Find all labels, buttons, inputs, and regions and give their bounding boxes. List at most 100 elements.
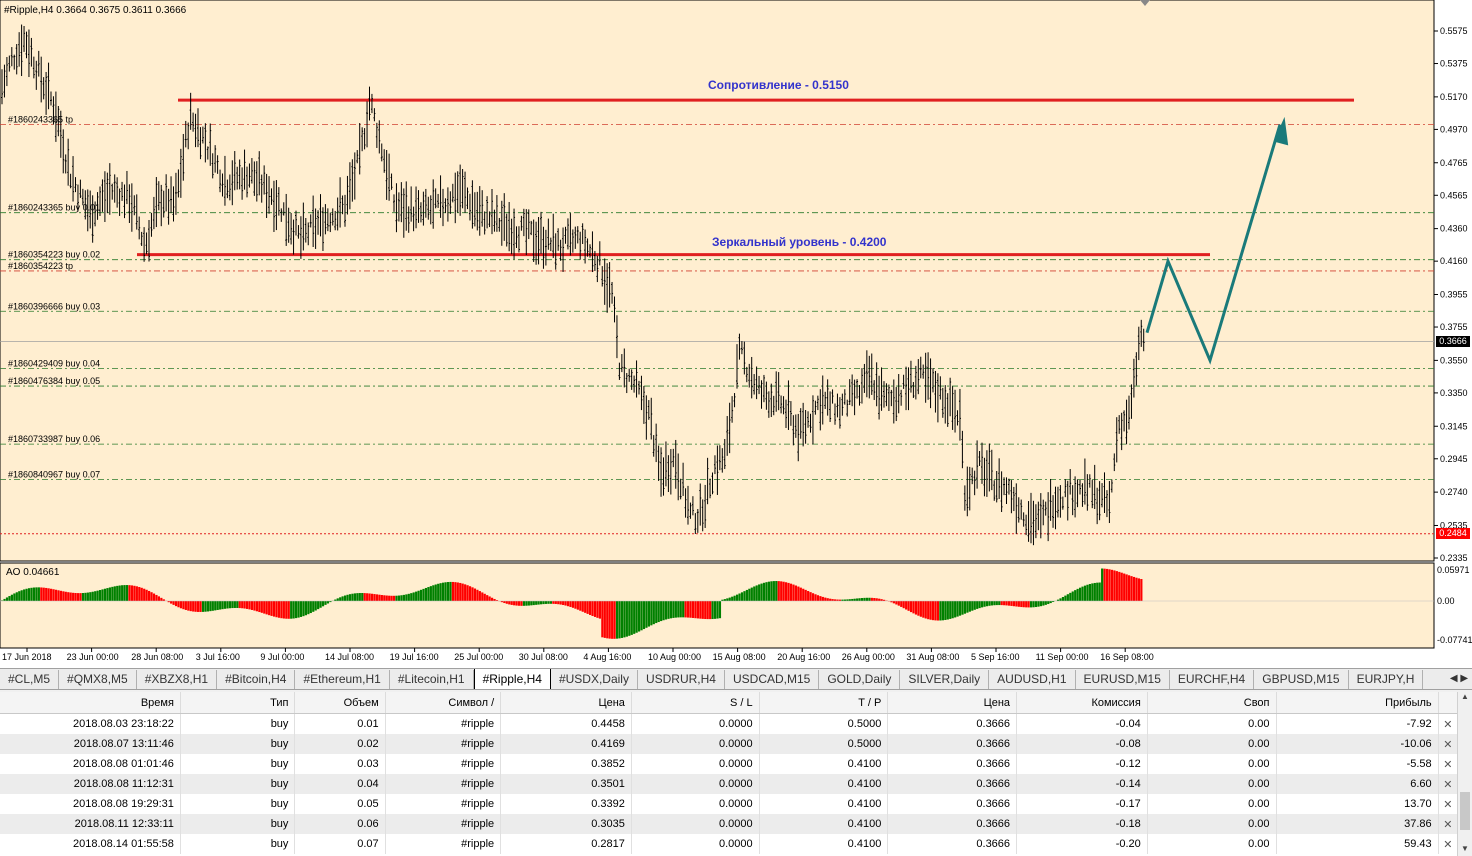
ao-bar <box>157 596 160 601</box>
ao-bar <box>241 601 244 609</box>
ao-bar <box>145 589 148 601</box>
column-header[interactable]: Тип <box>180 692 296 714</box>
close-order-icon[interactable]: ✕ <box>1438 713 1459 734</box>
ao-bar <box>1020 601 1023 608</box>
table-row[interactable]: 2018.08.14 01:55:58 buy 0.07 #ripple 0.2817 0… <box>0 834 1459 854</box>
table-cell: 0.3666 <box>887 834 1018 854</box>
ao-bar <box>897 601 900 606</box>
ao-bar <box>1108 569 1111 601</box>
table-cell: -7.92 <box>1276 713 1439 734</box>
chart-tab[interactable]: #Bitcoin,H4 <box>217 670 296 689</box>
ao-bar <box>79 593 82 601</box>
ao-bar <box>917 601 920 616</box>
ao-bar <box>944 601 947 620</box>
ao-bar <box>297 601 300 618</box>
price-chart[interactable]: #1860243365 buy 0.01 #1860354223 buy 0.02… <box>0 0 1472 668</box>
close-order-icon[interactable]: ✕ <box>1438 774 1459 794</box>
ao-bar <box>219 601 222 610</box>
ao-bar <box>532 601 535 606</box>
ao-bar <box>478 591 481 601</box>
ao-bar <box>846 599 849 601</box>
ao-bar <box>272 601 276 617</box>
ao-bar <box>571 601 575 608</box>
time-tick-label: 4 Aug 16:00 <box>583 652 631 662</box>
scroll-up-icon[interactable]: ▲ <box>1461 692 1469 701</box>
ao-bar <box>611 601 614 639</box>
ao-bar <box>625 601 628 637</box>
chart-tab[interactable]: EURJPY,H <box>1349 670 1424 689</box>
chart-tab[interactable]: #QMX8,M5 <box>59 670 137 689</box>
chart-tab[interactable]: #XBZX8,H1 <box>137 670 218 689</box>
chart-area[interactable]: #1860243365 buy 0.01 #1860354223 buy 0.02… <box>0 0 1472 668</box>
ao-bar <box>682 601 685 618</box>
column-header[interactable]: Символ / <box>385 692 502 714</box>
ao-bar <box>174 601 178 607</box>
ao-bar <box>868 597 871 601</box>
column-header[interactable]: Цена <box>500 692 632 714</box>
scroll-marker-icon[interactable] <box>1140 0 1150 6</box>
column-header[interactable]: Комиссия <box>1016 692 1148 714</box>
close-order-icon[interactable]: ✕ <box>1438 814 1459 834</box>
ao-bar <box>243 601 246 609</box>
chart-tab[interactable]: GOLD,Daily <box>819 670 901 689</box>
column-header[interactable]: Объем <box>294 692 386 714</box>
scroll-down-icon[interactable]: ▼ <box>1461 844 1469 853</box>
ao-bar <box>1010 601 1013 606</box>
column-header[interactable]: Прибыль <box>1276 692 1439 714</box>
chart-tab[interactable]: #Ripple,H4 <box>473 669 551 689</box>
chart-tab[interactable]: SILVER,Daily <box>900 670 990 689</box>
ao-bar <box>54 589 58 601</box>
table-cell: 0.4100 <box>759 834 889 854</box>
ao-bar <box>442 582 445 601</box>
chart-tab[interactable]: #Litecoin,H1 <box>390 670 474 689</box>
ao-bar <box>336 598 339 601</box>
ao-bar <box>525 601 528 606</box>
table-row[interactable]: 2018.08.08 11:12:31 buy 0.04 #ripple 0.3501 0… <box>0 774 1459 794</box>
chart-tab[interactable]: USDCAD,M15 <box>725 670 820 689</box>
table-row[interactable]: 2018.08.11 12:33:11 buy 0.06 #ripple 0.3035 0… <box>0 814 1459 834</box>
chart-tab[interactable]: USDRUR,H4 <box>638 670 725 689</box>
table-row[interactable]: 2018.08.08 01:01:46 buy 0.03 #ripple 0.3852 0… <box>0 754 1459 774</box>
ao-bar <box>1052 601 1055 603</box>
ao-bar <box>27 588 31 601</box>
column-header[interactable]: Своп <box>1147 692 1277 714</box>
column-header[interactable]: T / P <box>759 692 889 714</box>
chart-tab[interactable]: EURUSD,M15 <box>1076 670 1170 689</box>
chart-tab[interactable]: GBPUSD,M15 <box>1254 670 1349 689</box>
chart-tab[interactable]: AUDUSD,H1 <box>989 670 1076 689</box>
ao-bar <box>691 601 695 618</box>
ao-bar <box>559 601 562 605</box>
table-row[interactable]: 2018.08.03 23:18:22 buy 0.01 #ripple 0.4458 0… <box>0 713 1459 734</box>
close-order-icon[interactable]: ✕ <box>1438 794 1459 814</box>
chart-tab[interactable]: EURCHF,H4 <box>1170 670 1255 689</box>
ao-bar <box>880 599 883 601</box>
ao-bar <box>94 591 97 601</box>
ao-bar <box>981 601 984 608</box>
table-row[interactable]: 2018.08.08 19:29:31 buy 0.05 #ripple 0.3392 0… <box>0 794 1459 814</box>
close-order-icon[interactable]: ✕ <box>1438 834 1459 854</box>
ao-bar <box>280 601 283 619</box>
ao-bar <box>324 601 327 605</box>
column-header[interactable]: Время <box>0 692 181 714</box>
column-header[interactable]: Цена <box>887 692 1018 714</box>
chart-tab[interactable]: #Ethereum,H1 <box>295 670 390 689</box>
tab-scroll-icon[interactable]: ◀ ▶ <box>1446 669 1472 689</box>
column-header[interactable]: S / L <box>631 692 760 714</box>
chart-tab[interactable]: #CL,M5 <box>0 670 60 689</box>
close-order-icon[interactable]: ✕ <box>1438 754 1459 774</box>
close-order-icon[interactable]: ✕ <box>1438 734 1459 754</box>
scroll-thumb[interactable] <box>1460 792 1470 830</box>
ao-bar <box>851 598 854 601</box>
ao-bar <box>836 599 839 601</box>
ao-bar <box>513 601 516 606</box>
ao-bar <box>1110 569 1114 601</box>
table-row[interactable]: 2018.08.07 13:11:46 buy 0.02 #ripple 0.4169 0… <box>0 734 1459 754</box>
table-cell: 0.01 <box>294 713 386 734</box>
chart-tab[interactable]: #USDX,Daily <box>551 670 638 689</box>
table-scrollbar[interactable]: ▲ ▼ <box>1457 692 1472 856</box>
table-cell: 0.4169 <box>500 734 632 754</box>
ao-bar <box>451 581 454 601</box>
ao-bar <box>135 586 138 601</box>
ao-bar <box>929 601 932 620</box>
table-cell: #ripple <box>385 713 502 734</box>
